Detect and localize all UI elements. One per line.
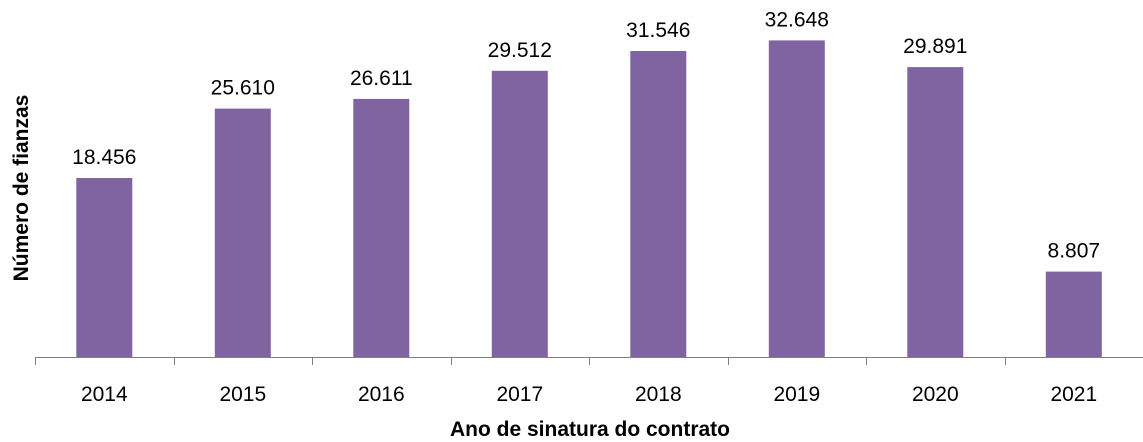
- x-tick-label-2020: 2020: [912, 383, 959, 406]
- data-label-2014: 18.456: [72, 146, 136, 169]
- data-label-2017: 29.512: [488, 39, 552, 62]
- x-tick-label-2017: 2017: [496, 383, 543, 406]
- bars-group: [76, 40, 1102, 358]
- data-label-2021: 8.807: [1048, 240, 1101, 263]
- bar-2014: [76, 178, 133, 357]
- x-tick-label-2018: 2018: [635, 383, 682, 406]
- bar-2020: [907, 67, 964, 357]
- bar-2021: [1045, 271, 1102, 357]
- data-label-2016: 26.611: [350, 67, 413, 90]
- bar-2015: [214, 108, 271, 357]
- bar-2016: [353, 98, 410, 358]
- bar-2017: [491, 70, 548, 358]
- data-labels-group: 18.456 25.610 26.611 29.512 31.546 32.648 29.8…: [72, 8, 1100, 262]
- x-tick-label-2015: 2015: [219, 383, 266, 406]
- bar-2018: [630, 51, 687, 357]
- x-axis: [35, 357, 1143, 365]
- data-label-2018: 31.546: [626, 19, 690, 42]
- data-label-2015: 25.610: [211, 77, 275, 100]
- data-label-2020: 29.891: [903, 35, 967, 58]
- x-axis-title: Ano de sinatura do contrato: [450, 418, 730, 441]
- y-axis-title: Número de fianzas: [10, 95, 33, 282]
- x-tick-label-2019: 2019: [773, 383, 820, 406]
- x-tick-labels: 2014 2015 2016 2017 2018 2019 2020 2021: [81, 383, 1097, 406]
- bar-2019: [768, 40, 825, 358]
- x-tick-label-2014: 2014: [81, 383, 128, 406]
- data-label-2019: 32.648: [765, 8, 829, 31]
- x-tick-label-2016: 2016: [358, 383, 405, 406]
- x-tick-label-2021: 2021: [1050, 383, 1097, 406]
